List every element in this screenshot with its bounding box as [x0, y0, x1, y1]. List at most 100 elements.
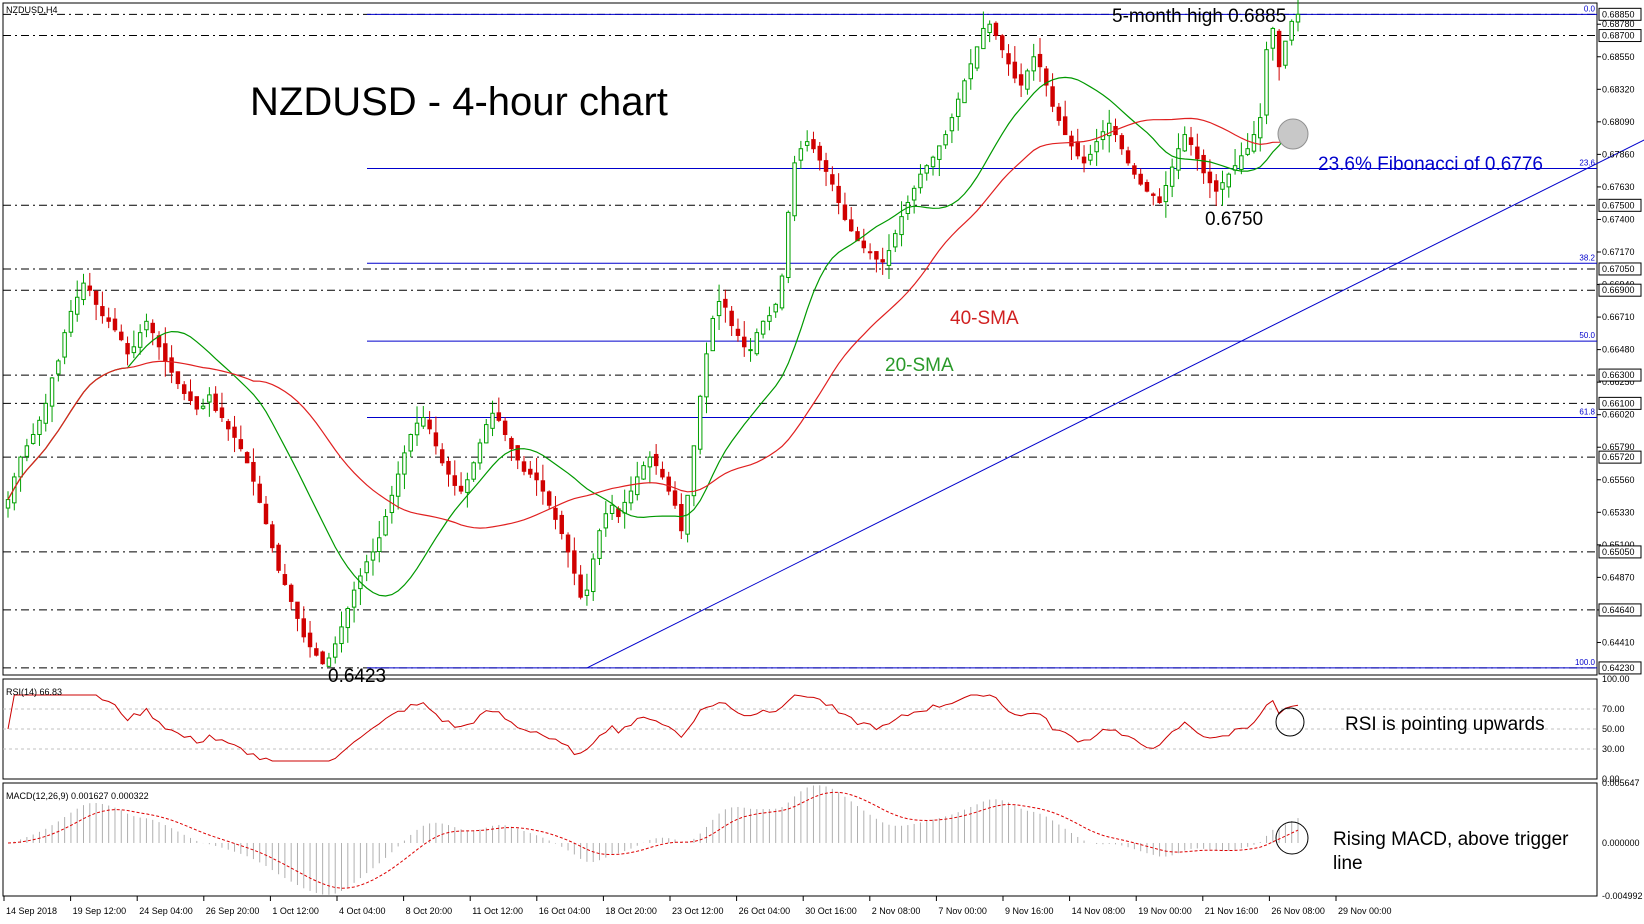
candle-163 — [1031, 43, 1036, 81]
candle-140 — [886, 234, 892, 279]
candle-155 — [981, 11, 986, 50]
candle-body-155 — [981, 27, 986, 50]
fib-label-5: 100.0 — [1575, 658, 1596, 667]
candle-152 — [962, 78, 967, 104]
fib-label-2: 38.2 — [1579, 253, 1595, 262]
candle-body-13 — [87, 285, 93, 291]
candle-183 — [1157, 188, 1162, 204]
price-box-5 — [1598, 368, 1642, 382]
candle-146 — [924, 164, 929, 181]
candle-20 — [131, 330, 137, 359]
price-tick-label-5: 0.67630 — [1602, 182, 1635, 192]
candle-100 — [635, 461, 640, 501]
candle-body-48 — [307, 632, 313, 648]
price-box-label-1: 0.68700 — [1602, 31, 1635, 41]
candle-12 — [81, 273, 86, 306]
candle-body-196 — [1239, 155, 1244, 170]
candle-191 — [1207, 159, 1213, 199]
candle-body-114 — [723, 298, 728, 308]
price-tick-label-12: 0.66020 — [1602, 410, 1635, 420]
candle-126 — [798, 140, 804, 169]
candle-body-128 — [811, 139, 816, 150]
candle-75 — [477, 438, 483, 470]
candle-body-157 — [993, 22, 999, 37]
candle-body-34 — [219, 407, 225, 419]
candle-179 — [1132, 163, 1137, 179]
time-tick-label-12: 30 Oct 16:00 — [805, 906, 857, 916]
candle-body-38 — [244, 452, 250, 464]
candle-117 — [742, 321, 747, 357]
candle-37 — [238, 425, 244, 452]
candle-body-175 — [1106, 122, 1112, 137]
price-box-3 — [1598, 262, 1642, 276]
candle-47 — [301, 606, 306, 643]
candle-body-152 — [962, 80, 967, 104]
candle-body-32 — [207, 394, 212, 403]
candle-body-183 — [1157, 196, 1162, 203]
candle-10 — [68, 300, 74, 337]
candle-43 — [276, 542, 281, 574]
candle-body-63 — [402, 452, 407, 475]
candle-body-203 — [1283, 40, 1288, 66]
candle-169 — [1069, 130, 1074, 160]
candle-71 — [452, 460, 458, 496]
candle-body-53 — [339, 626, 344, 645]
candle-54 — [345, 606, 351, 643]
candle-body-62 — [395, 473, 401, 497]
candle-body-49 — [314, 648, 319, 656]
candle-body-67 — [427, 419, 432, 430]
candle-body-180 — [1138, 173, 1143, 185]
price-tick-label-17: 0.64870 — [1602, 572, 1635, 582]
price-tick-label-7: 0.67170 — [1602, 247, 1635, 257]
candle-body-69 — [439, 449, 445, 464]
candle-body-167 — [1056, 106, 1062, 121]
candle-body-153 — [968, 63, 974, 80]
candle-60 — [383, 509, 388, 537]
candle-80 — [509, 436, 514, 462]
time-tick-label-9: 18 Oct 20:00 — [605, 906, 657, 916]
candle-body-90 — [572, 550, 577, 574]
candle-body-85 — [540, 480, 546, 492]
candle-body-172 — [1088, 153, 1093, 161]
candle-body-178 — [1125, 150, 1131, 164]
price-box-4 — [1598, 283, 1642, 297]
candle-body-20 — [131, 346, 137, 354]
candle-29 — [188, 379, 193, 406]
candle-110 — [697, 394, 703, 455]
candle-body-145 — [918, 173, 923, 189]
price-tick-label-1: 0.68550 — [1602, 52, 1635, 62]
candle-body-0 — [5, 499, 11, 509]
candle-11 — [74, 280, 80, 322]
candle-58 — [370, 538, 376, 576]
time-tick-label-1: 19 Sep 12:00 — [73, 906, 127, 916]
time-tick-label-13: 2 Nov 08:00 — [872, 906, 921, 916]
candle-105 — [666, 471, 671, 496]
candle-body-193 — [1220, 182, 1225, 190]
candle-32 — [207, 387, 212, 417]
candle-body-92 — [584, 589, 590, 596]
time-tick-label-4: 1 Oct 12:00 — [272, 906, 319, 916]
candle-199 — [1258, 103, 1263, 152]
candle-85 — [540, 464, 546, 505]
price-box-label-2: 0.67500 — [1602, 200, 1635, 210]
candle-82 — [521, 455, 527, 476]
candle-167 — [1056, 102, 1062, 126]
candle-body-96 — [609, 504, 615, 514]
candle-body-202 — [1276, 30, 1282, 68]
time-tick-label-11: 26 Oct 04:00 — [739, 906, 791, 916]
time-tick-label-2: 24 Sep 04:00 — [139, 906, 193, 916]
candle-body-28 — [181, 384, 187, 394]
candle-body-107 — [679, 503, 684, 532]
candle-165 — [1044, 65, 1049, 97]
candle-172 — [1088, 144, 1093, 166]
candle-156 — [987, 20, 992, 43]
candle-188 — [1188, 126, 1194, 156]
price-tick-label-0: 0.68780 — [1602, 19, 1635, 29]
candle-148 — [937, 145, 942, 177]
candle-body-163 — [1031, 56, 1036, 72]
candle-body-154 — [974, 46, 980, 69]
candle-111 — [704, 342, 709, 414]
candle-body-184 — [1163, 185, 1169, 203]
time-tick-label-8: 16 Oct 04:00 — [539, 906, 591, 916]
candle-53 — [339, 611, 344, 653]
